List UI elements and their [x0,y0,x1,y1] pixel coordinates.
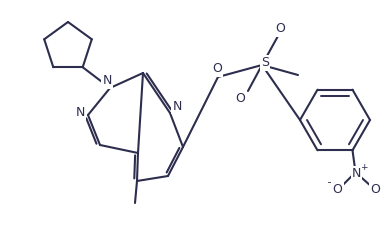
Text: S: S [261,57,269,69]
Text: O: O [333,183,343,196]
Text: O: O [235,92,245,104]
Text: N: N [352,167,361,180]
Text: N: N [75,105,85,119]
Text: O: O [212,62,222,76]
Text: −: − [328,178,336,188]
Text: O: O [371,183,381,196]
Text: O: O [275,23,285,35]
Text: +: + [360,163,367,172]
Text: N: N [172,99,182,113]
Text: N: N [102,75,112,87]
